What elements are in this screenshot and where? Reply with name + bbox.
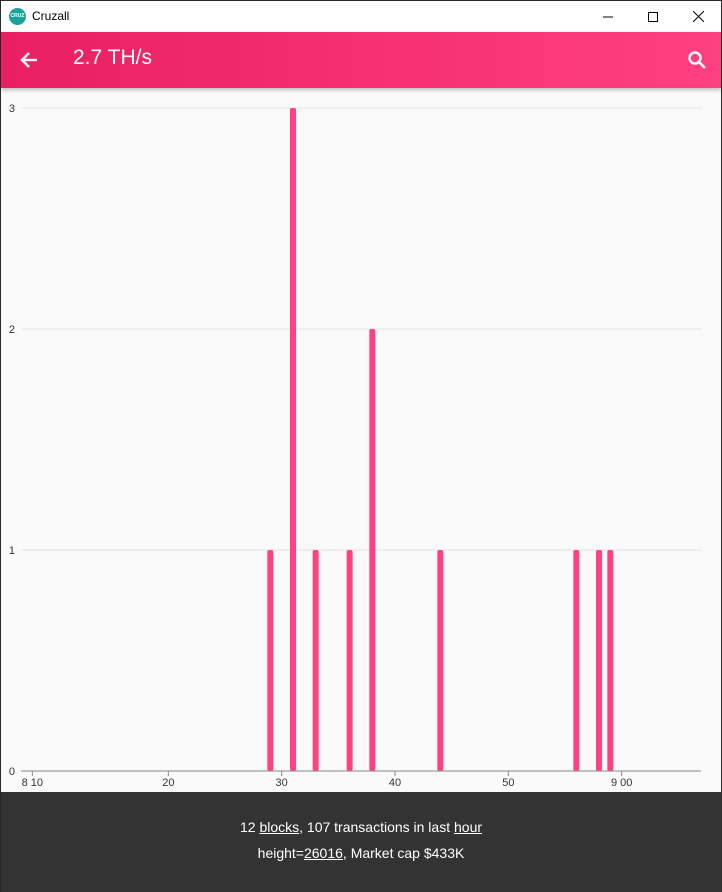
maximize-button[interactable] bbox=[630, 1, 676, 32]
y-tick-label: 0 bbox=[9, 766, 15, 778]
bar bbox=[437, 550, 444, 771]
window-title: Cruzall bbox=[32, 9, 70, 23]
search-icon bbox=[688, 51, 706, 69]
transactions-text: , 107 transactions in last bbox=[299, 819, 451, 835]
arrow-left-icon bbox=[20, 52, 37, 68]
minimize-button[interactable] bbox=[585, 1, 631, 32]
app-logo-icon: CRUZ bbox=[9, 8, 26, 25]
bar bbox=[573, 550, 580, 771]
back-button[interactable] bbox=[15, 46, 43, 74]
x-tick-label: 40 bbox=[389, 777, 401, 789]
x-tick-label: 20 bbox=[162, 777, 174, 789]
footer-summary-line: 12 blocks, 107 transactions in last hour bbox=[1, 819, 721, 835]
hour-link[interactable]: hour bbox=[454, 819, 483, 835]
maximize-icon bbox=[648, 11, 658, 22]
height-label: height= bbox=[257, 845, 304, 861]
close-button[interactable] bbox=[675, 1, 721, 32]
bar bbox=[290, 108, 296, 771]
minimize-icon bbox=[603, 16, 613, 17]
page-title: 2.7 TH/s bbox=[73, 46, 152, 69]
bar bbox=[607, 550, 614, 771]
blocks-link[interactable]: blocks bbox=[259, 819, 300, 835]
bar bbox=[267, 550, 274, 771]
height-link[interactable]: 26016 bbox=[303, 845, 343, 861]
market-cap-text: , Market cap $433K bbox=[342, 845, 465, 861]
blocks-bar-chart: 0 1 2 3 8 10 20 30 40 50 9 00 bbox=[9, 103, 701, 789]
bar bbox=[312, 550, 319, 771]
footer-height-line: height=26016, Market cap $433K bbox=[1, 845, 721, 861]
y-tick-label: 3 bbox=[9, 103, 15, 115]
x-tick-label: 9 00 bbox=[611, 777, 632, 789]
status-footer: 12 blocks, 107 transactions in last hour… bbox=[1, 792, 721, 892]
window-titlebar: CRUZ Cruzall bbox=[1, 1, 721, 32]
y-tick-label: 1 bbox=[9, 545, 15, 557]
block-chart-area: 0 1 2 3 8 10 20 30 40 50 9 00 bbox=[1, 88, 721, 792]
x-tick-label: 8 10 bbox=[22, 777, 43, 789]
x-tick-label: 30 bbox=[276, 777, 288, 789]
x-tick-label: 50 bbox=[502, 777, 514, 789]
block-count: 12 bbox=[239, 819, 256, 835]
y-tick-label: 2 bbox=[9, 324, 15, 336]
bar bbox=[369, 329, 376, 771]
bar bbox=[346, 550, 353, 771]
app-bar: 2.7 TH/s bbox=[1, 32, 721, 88]
search-button[interactable] bbox=[683, 46, 711, 74]
close-icon bbox=[692, 11, 704, 22]
bar bbox=[596, 550, 602, 771]
